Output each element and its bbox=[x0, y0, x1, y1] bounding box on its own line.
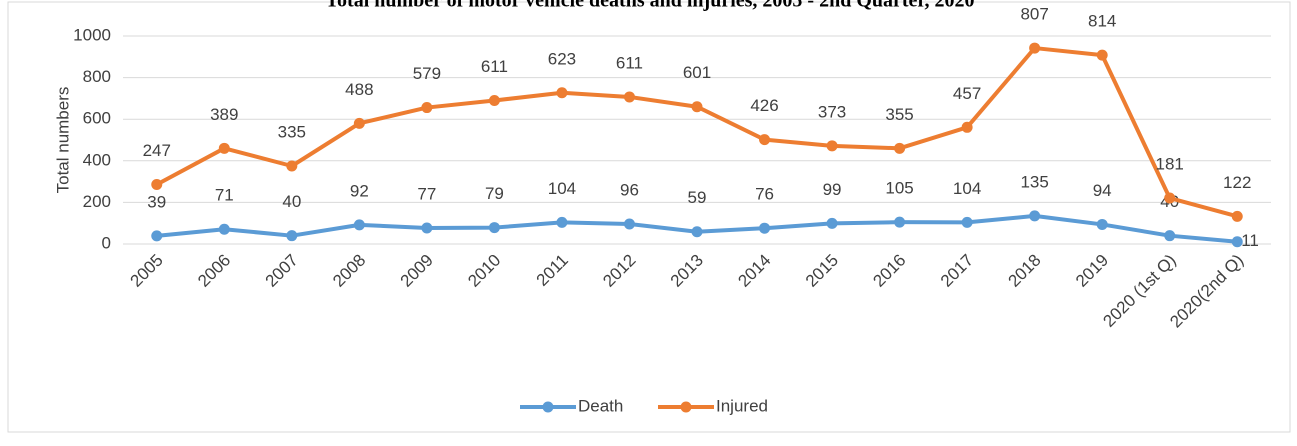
chart-frame bbox=[7, 1, 1291, 433]
x-tick-label: 2008 bbox=[329, 251, 369, 291]
data-label: 814 bbox=[1088, 12, 1116, 31]
data-point bbox=[894, 216, 906, 228]
x-tick-label: 2017 bbox=[937, 251, 977, 291]
data-label: 77 bbox=[417, 184, 436, 203]
data-point bbox=[286, 160, 298, 172]
data-point bbox=[218, 223, 230, 235]
data-point bbox=[421, 222, 433, 234]
data-label: 94 bbox=[1093, 181, 1112, 200]
data-label: 99 bbox=[823, 180, 842, 199]
data-point bbox=[1164, 230, 1176, 242]
x-tick-label: 2006 bbox=[194, 251, 234, 291]
data-point bbox=[826, 217, 838, 229]
data-point bbox=[218, 142, 230, 154]
data-label: 623 bbox=[548, 49, 576, 68]
x-tick-label: 2011 bbox=[533, 251, 572, 290]
data-label: 105 bbox=[885, 179, 913, 198]
data-label: 426 bbox=[750, 96, 778, 115]
data-point bbox=[1029, 210, 1041, 222]
data-point bbox=[826, 140, 838, 152]
data-label: 488 bbox=[345, 80, 373, 99]
data-label: 104 bbox=[953, 179, 981, 198]
x-tick-label: 2013 bbox=[667, 251, 707, 291]
data-point bbox=[691, 226, 703, 238]
data-label: 807 bbox=[1020, 5, 1048, 24]
data-point bbox=[353, 117, 365, 129]
x-tick-label: 2012 bbox=[599, 251, 639, 291]
data-label: 104 bbox=[548, 179, 576, 198]
legend-label: Death bbox=[578, 396, 623, 415]
y-tick-label: 1000 bbox=[73, 25, 111, 44]
data-point bbox=[759, 222, 771, 234]
y-tick-label: 400 bbox=[83, 150, 111, 169]
data-point bbox=[1029, 42, 1041, 54]
data-point bbox=[691, 101, 703, 113]
data-point bbox=[1096, 49, 1108, 61]
data-point bbox=[151, 230, 163, 242]
data-label: 11 bbox=[1241, 231, 1259, 250]
x-tick-label: 2007 bbox=[262, 251, 302, 291]
data-label: 601 bbox=[683, 63, 711, 82]
x-tick-label: 2015 bbox=[802, 251, 842, 291]
data-label: 92 bbox=[350, 181, 369, 200]
data-label: 611 bbox=[616, 53, 643, 72]
data-point bbox=[961, 216, 973, 228]
legend-marker bbox=[680, 401, 692, 413]
data-point bbox=[1164, 192, 1176, 204]
data-point bbox=[556, 87, 568, 99]
data-label: 611 bbox=[481, 57, 508, 76]
data-label: 39 bbox=[147, 192, 166, 211]
y-tick-label: 0 bbox=[102, 233, 111, 252]
data-point bbox=[1096, 218, 1108, 230]
data-point bbox=[894, 142, 906, 154]
x-tick-label: 2014 bbox=[734, 251, 774, 291]
data-point bbox=[623, 218, 635, 230]
y-tick-label: 800 bbox=[83, 67, 111, 86]
data-label: 579 bbox=[413, 64, 441, 83]
data-point bbox=[488, 94, 500, 106]
data-point bbox=[759, 134, 771, 146]
x-tick-label: 2018 bbox=[1004, 251, 1044, 291]
data-point bbox=[961, 121, 973, 133]
data-label: 373 bbox=[818, 102, 846, 121]
data-label: 71 bbox=[215, 186, 234, 205]
data-label: 40 bbox=[282, 192, 301, 211]
x-tick-label: 2020(2nd Q) bbox=[1166, 251, 1247, 332]
data-label: 355 bbox=[885, 105, 913, 124]
x-tick-label: 2009 bbox=[397, 251, 437, 291]
data-point bbox=[1231, 236, 1243, 248]
data-point bbox=[286, 230, 298, 242]
x-tick-label: 2005 bbox=[127, 251, 167, 291]
chart-title: Total number of motor vehicle deaths and… bbox=[326, 0, 975, 12]
y-axis-label: Total numbers bbox=[53, 87, 72, 194]
data-label: 79 bbox=[485, 184, 504, 203]
data-label: 247 bbox=[143, 141, 171, 160]
data-label: 457 bbox=[953, 84, 981, 103]
data-label: 135 bbox=[1020, 172, 1048, 191]
data-label: 122 bbox=[1223, 173, 1251, 192]
x-tick-label: 2016 bbox=[869, 251, 909, 291]
data-label: 181 bbox=[1156, 155, 1184, 174]
data-label: 335 bbox=[278, 122, 306, 141]
data-point bbox=[623, 91, 635, 103]
x-tick-label: 2010 bbox=[464, 251, 504, 291]
data-label: 96 bbox=[620, 181, 639, 200]
data-label: 389 bbox=[210, 105, 238, 124]
data-point bbox=[556, 216, 568, 228]
data-point bbox=[353, 219, 365, 231]
x-tick-label: 2019 bbox=[1072, 251, 1112, 291]
data-point bbox=[151, 179, 163, 191]
legend-label: Injured bbox=[716, 396, 768, 415]
y-tick-label: 200 bbox=[83, 192, 111, 211]
data-label: 59 bbox=[688, 188, 707, 207]
legend-marker bbox=[542, 401, 554, 413]
data-label: 76 bbox=[755, 185, 774, 204]
y-tick-label: 600 bbox=[83, 109, 111, 128]
data-point bbox=[488, 222, 500, 234]
data-point bbox=[1231, 210, 1243, 222]
data-point bbox=[421, 102, 433, 114]
